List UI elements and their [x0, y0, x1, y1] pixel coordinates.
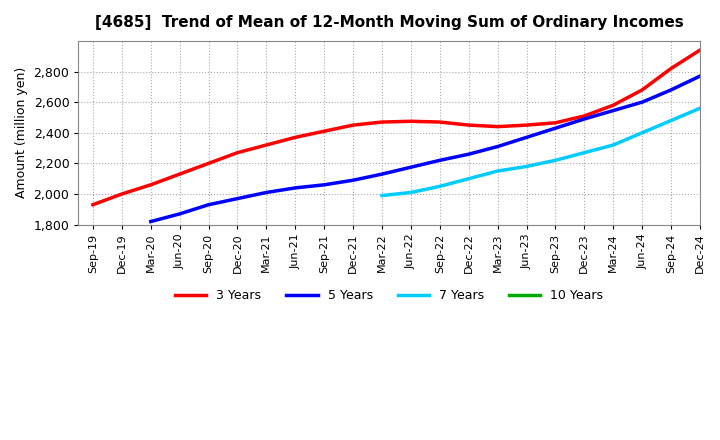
- Legend: 3 Years, 5 Years, 7 Years, 10 Years: 3 Years, 5 Years, 7 Years, 10 Years: [170, 283, 608, 307]
- 3 Years: [436, 119, 444, 125]
- 5 Years: [522, 135, 531, 140]
- 7 Years: [493, 169, 502, 174]
- 5 Years: [146, 219, 155, 224]
- 3 Years: [551, 120, 559, 125]
- 3 Years: [580, 113, 589, 118]
- 3 Years: [291, 135, 300, 140]
- 3 Years: [348, 122, 357, 128]
- 5 Years: [175, 211, 184, 216]
- 5 Years: [464, 151, 473, 157]
- 3 Years: [464, 122, 473, 128]
- 5 Years: [580, 116, 589, 121]
- 5 Years: [262, 190, 271, 195]
- 5 Years: [493, 144, 502, 149]
- 7 Years: [551, 158, 559, 163]
- 7 Years: [696, 106, 704, 111]
- 3 Years: [667, 66, 675, 71]
- 3 Years: [117, 191, 126, 197]
- 7 Years: [609, 143, 618, 148]
- 3 Years: [320, 128, 328, 134]
- 7 Years: [436, 184, 444, 189]
- 3 Years: [89, 202, 97, 207]
- 5 Years: [609, 108, 618, 113]
- 5 Years: [348, 178, 357, 183]
- Line: 3 Years: 3 Years: [93, 50, 700, 205]
- 7 Years: [522, 164, 531, 169]
- 3 Years: [262, 143, 271, 148]
- 5 Years: [204, 202, 213, 207]
- Title: [4685]  Trend of Mean of 12-Month Moving Sum of Ordinary Incomes: [4685] Trend of Mean of 12-Month Moving …: [95, 15, 683, 30]
- 7 Years: [464, 176, 473, 181]
- Line: 5 Years: 5 Years: [150, 76, 700, 222]
- 7 Years: [667, 118, 675, 123]
- 7 Years: [638, 130, 647, 136]
- 3 Years: [175, 172, 184, 177]
- 5 Years: [638, 99, 647, 105]
- 3 Years: [407, 119, 415, 124]
- 7 Years: [378, 193, 387, 198]
- 5 Years: [320, 182, 328, 187]
- 3 Years: [233, 150, 242, 155]
- 3 Years: [522, 122, 531, 128]
- Line: 7 Years: 7 Years: [382, 108, 700, 195]
- 7 Years: [407, 190, 415, 195]
- Y-axis label: Amount (million yen): Amount (million yen): [15, 67, 28, 198]
- 5 Years: [436, 158, 444, 163]
- 5 Years: [407, 165, 415, 170]
- 3 Years: [609, 103, 618, 108]
- 5 Years: [291, 185, 300, 191]
- 3 Years: [493, 124, 502, 129]
- 3 Years: [638, 87, 647, 92]
- 3 Years: [146, 182, 155, 187]
- 5 Years: [667, 87, 675, 92]
- 5 Years: [551, 125, 559, 131]
- 5 Years: [696, 73, 704, 79]
- 3 Years: [204, 161, 213, 166]
- 5 Years: [378, 172, 387, 177]
- 3 Years: [378, 119, 387, 125]
- 7 Years: [580, 150, 589, 155]
- 3 Years: [696, 48, 704, 53]
- 5 Years: [233, 196, 242, 201]
